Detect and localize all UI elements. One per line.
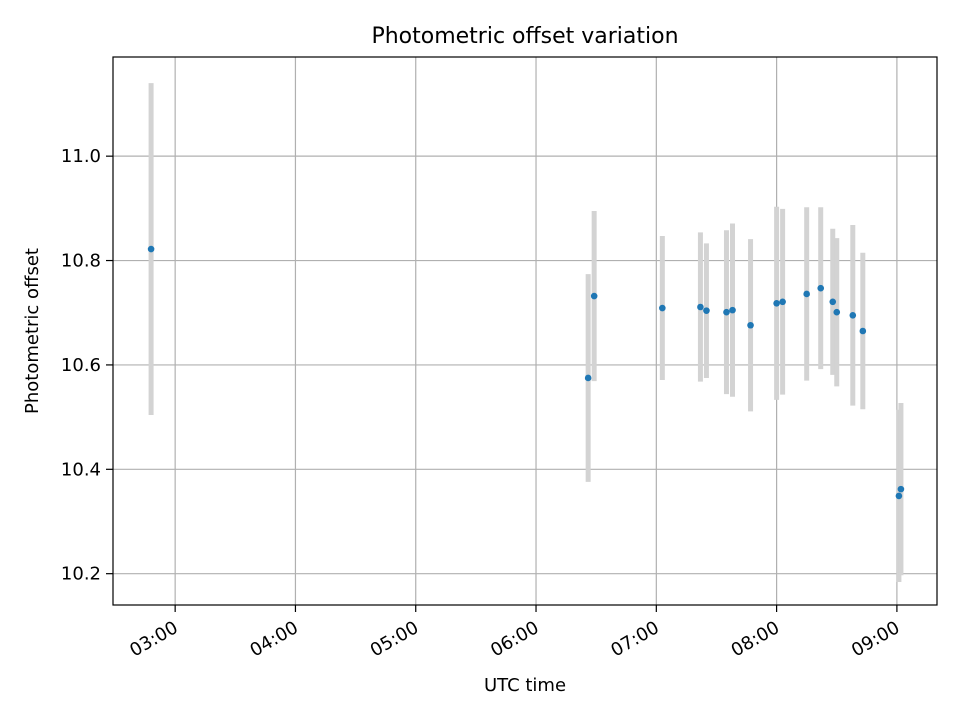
y-axis-label: Photometric offset (22, 248, 43, 414)
data-point (895, 492, 903, 500)
plot-frame (112, 56, 938, 606)
data-point (659, 304, 666, 312)
y-tick-label: 10.8 (61, 251, 101, 272)
data-point (729, 306, 736, 314)
data-point (747, 321, 754, 329)
chart-title: Photometric offset variation (371, 24, 678, 49)
y-tick-label: 10.6 (61, 355, 101, 376)
y-axis: 10.2 10.4 10.6 10.8 11.0 (61, 146, 113, 585)
data-point (829, 298, 837, 306)
data-point (723, 308, 730, 316)
data-point (773, 300, 780, 307)
data-point (697, 303, 704, 311)
data-point (779, 298, 786, 306)
data-point (817, 284, 825, 292)
data-point (849, 312, 857, 319)
data-points (147, 245, 905, 500)
data-point (859, 327, 867, 335)
data-point (147, 245, 155, 253)
x-axis-label: UTC time (484, 675, 566, 696)
data-point (803, 290, 810, 298)
data-point (833, 308, 841, 316)
data-point (897, 485, 905, 493)
y-tick-label: 11.0 (61, 146, 101, 167)
y-tick-label: 10.4 (61, 459, 101, 480)
data-point (590, 292, 598, 300)
data-point (703, 307, 710, 314)
data-point (584, 374, 592, 382)
y-tick-label: 10.2 (61, 564, 101, 585)
